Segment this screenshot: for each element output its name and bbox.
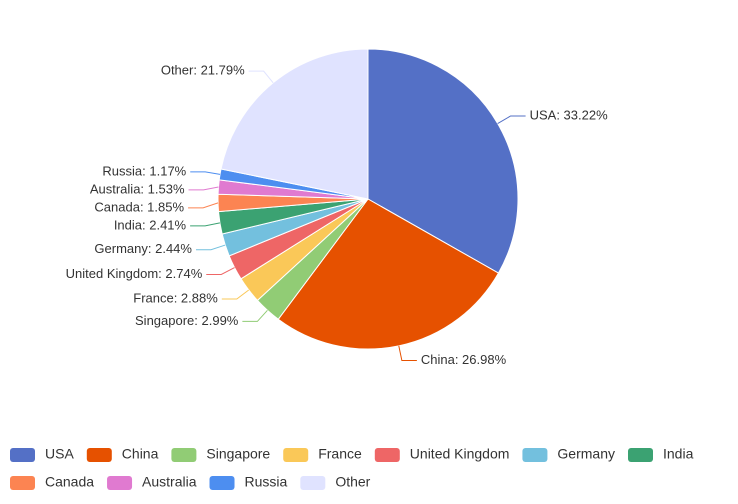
- legend-swatch: [10, 476, 35, 490]
- label-line: [188, 202, 219, 209]
- legend-label: India: [663, 446, 694, 462]
- data-label: Germany: 2.44%: [94, 241, 192, 256]
- legend-label: China: [122, 446, 159, 462]
- label-line: [221, 289, 250, 300]
- legend-swatch: [107, 476, 133, 490]
- legend-label: Canada: [45, 474, 94, 490]
- legend-swatch: [522, 448, 548, 462]
- legend-swatch: [171, 448, 197, 462]
- label-line: [242, 309, 268, 322]
- legend-label: Russia: [245, 474, 288, 490]
- label-line: [190, 222, 221, 227]
- legend-label: France: [318, 446, 362, 462]
- label-line: [195, 244, 226, 251]
- legend-swatch: [300, 476, 326, 490]
- legend-label: Germany: [557, 446, 615, 462]
- pie-slice: [367, 48, 519, 274]
- legend-label: USA: [45, 446, 74, 462]
- legend-swatch: [209, 476, 235, 490]
- data-label: Russia: 1.17%: [102, 163, 186, 178]
- legend-swatch: [86, 448, 112, 462]
- label-line: [206, 267, 235, 275]
- data-label: Singapore: 2.99%: [135, 313, 239, 328]
- data-label: France: 2.88%: [133, 290, 218, 305]
- label-line: [190, 171, 221, 175]
- data-label: USA: 33.22%: [530, 107, 608, 122]
- data-label: China: 26.98%: [421, 352, 507, 367]
- data-label: Other: 21.79%: [161, 63, 245, 78]
- legend-label: United Kingdom: [410, 446, 510, 462]
- legend-swatch: [374, 448, 400, 462]
- legend-swatch: [283, 448, 309, 462]
- data-label: Canada: 1.85%: [94, 199, 184, 214]
- legend-swatch: [10, 448, 35, 462]
- label-line: [398, 345, 417, 361]
- pie-slice: [220, 48, 369, 200]
- data-label: United Kingdom: 2.74%: [66, 266, 203, 281]
- label-line: [188, 186, 219, 191]
- legend-swatch: [628, 448, 653, 462]
- legend-label: Australia: [142, 474, 197, 490]
- legend-label: Other: [335, 474, 370, 490]
- legend-label: Singapore: [206, 446, 270, 462]
- label-line: [248, 70, 274, 84]
- data-label: India: 2.41%: [114, 217, 187, 232]
- data-label: Australia: 1.53%: [90, 181, 185, 196]
- pie-slice: [277, 198, 500, 350]
- label-line: [497, 115, 526, 124]
